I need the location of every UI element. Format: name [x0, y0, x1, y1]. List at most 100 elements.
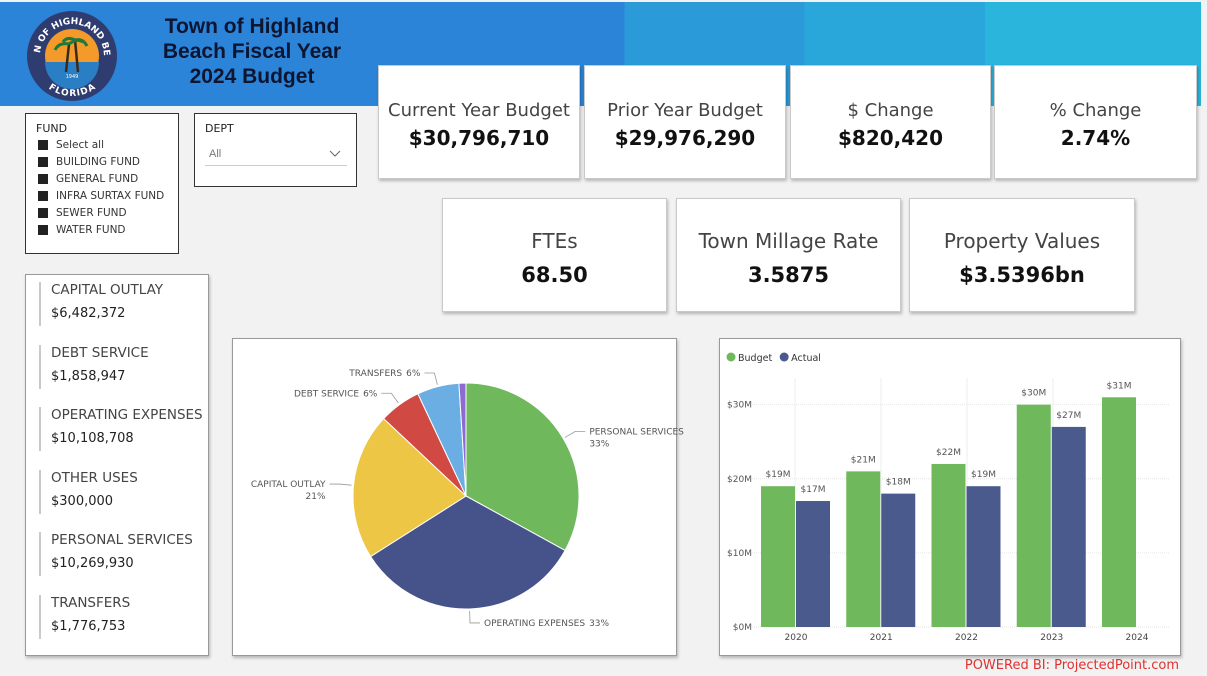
- checkbox[interactable]: [38, 191, 48, 201]
- pie-slice: [352, 417, 467, 558]
- pie-label-name: CAPITAL OUTLAY: [251, 480, 326, 490]
- kpi-card: FTEs 68.50: [442, 198, 667, 312]
- kpi-value: 68.50: [521, 263, 588, 287]
- leader-line: [564, 430, 586, 438]
- bar-label: $22M: [936, 448, 961, 458]
- title-line: Town of Highland: [164, 15, 340, 38]
- kpi-label: Town Millage Rate: [698, 229, 879, 253]
- bar-label: $30M: [1021, 389, 1046, 399]
- slicer-item-label: GENERAL FUND: [56, 173, 139, 185]
- kpi-card: Property Values $3.5396bn: [909, 198, 1135, 312]
- legend-marker: [726, 352, 736, 362]
- expense-amount: $10,269,930: [51, 556, 134, 572]
- pie-label-value: 6%: [406, 369, 421, 379]
- checkbox[interactable]: [38, 140, 48, 150]
- slicer-item-label: BUILDING FUND: [56, 156, 141, 168]
- pie-label-name: PERSONAL SERVICES: [589, 427, 684, 437]
- bar-label: $18M: [886, 478, 911, 488]
- bar: [1051, 426, 1086, 627]
- slicer-item-label: WATER FUND: [56, 224, 126, 236]
- dropdown-value: All: [209, 148, 222, 160]
- checkbox[interactable]: [38, 225, 48, 235]
- kpi-value: $29,976,290: [614, 126, 756, 150]
- x-tick-label: 2021: [870, 633, 893, 643]
- expense-amount: $1,776,753: [51, 619, 126, 634]
- pie-label: OPERATING EXPENSES 33%: [484, 619, 610, 629]
- footer: POWERed BI: ProjectedPoint.com: [964, 658, 1179, 673]
- pie-label-value: 21%: [306, 492, 326, 502]
- dropdown-arrow: [329, 150, 341, 157]
- checkbox[interactable]: [38, 157, 48, 167]
- kpi-card: % Change 2.74%: [994, 65, 1197, 179]
- pie-label: TRANSFERS 6%: [348, 369, 421, 379]
- dropdown[interactable]: All: [205, 142, 347, 166]
- slicer-item[interactable]: INFRA SURTAX FUND: [38, 190, 164, 202]
- pie-slice: [369, 495, 566, 610]
- x-tick-label: 2024: [1126, 633, 1149, 643]
- kpi-label: % Change: [1049, 100, 1142, 121]
- bar-label: $19M: [971, 470, 996, 480]
- kpi-value: $3.5396bn: [959, 263, 1085, 287]
- expense-item: OTHER USES $300,000: [39, 469, 138, 514]
- fund-slicer: FUND Select all BUILDING FUND GENERAL FUND…: [25, 113, 179, 254]
- slicer-item[interactable]: SEWER FUND: [38, 207, 127, 219]
- checkbox[interactable]: [38, 208, 48, 218]
- logo: TOWN OF HIGHLAND BEACH FLORIDA 1949: [26, 10, 117, 101]
- bar-label: $27M: [1056, 411, 1081, 421]
- pie-slice: [465, 382, 580, 552]
- logo-sea: [45, 62, 99, 89]
- slicer-item[interactable]: Select all: [38, 139, 104, 151]
- kpi-value: 2.74%: [1060, 126, 1131, 150]
- kpi-label: FTEs: [531, 229, 578, 253]
- expense-item: PERSONAL SERVICES $10,269,930: [39, 532, 193, 577]
- logo-year: 1949: [66, 74, 79, 80]
- kpi-label: $ Change: [847, 100, 934, 121]
- kpi-card: Town Millage Rate 3.5875: [676, 198, 901, 312]
- pie-label: CAPITAL OUTLAY 21%: [251, 480, 326, 502]
- expense-amount: $10,108,708: [51, 431, 134, 447]
- expense-list: CAPITAL OUTLAY $6,482,372 DEBT SERVICE $1,8…: [25, 274, 209, 656]
- bar: [796, 501, 830, 627]
- kpi-card: Current Year Budget $30,796,710: [378, 65, 580, 179]
- slicer-label: DEPT: [205, 122, 234, 135]
- bar-label: $31M: [1107, 381, 1132, 391]
- leader-line: [381, 392, 399, 404]
- expense-name: TRANSFERS: [51, 595, 131, 611]
- expense-item: CAPITAL OUTLAY $6,482,372: [39, 282, 163, 326]
- bar-label: $17M: [801, 485, 826, 495]
- expense-item: DEBT SERVICE $1,858,947: [39, 344, 149, 389]
- slicer-item[interactable]: BUILDING FUND: [38, 156, 140, 168]
- expense-item: OPERATING EXPENSES $10,108,708: [39, 407, 203, 452]
- pie-label-value: 33%: [589, 439, 609, 449]
- expense-name: OTHER USES: [51, 469, 138, 486]
- slicer-item[interactable]: GENERAL FUND: [38, 173, 138, 185]
- pie-label: PERSONAL SERVICES 33%: [589, 427, 684, 449]
- bar: [846, 471, 881, 627]
- kpi-value: 3.5875: [747, 263, 830, 287]
- expense-name: PERSONAL SERVICES: [51, 532, 193, 549]
- legend-marker: [779, 352, 789, 362]
- logo-fronds: [53, 36, 89, 51]
- slicer-item[interactable]: WATER FUND: [38, 224, 126, 236]
- slicer-item-label: Select all: [56, 139, 104, 151]
- legend-label: Actual: [791, 353, 821, 364]
- bar: [761, 486, 795, 627]
- pie-label-value: 6%: [363, 389, 378, 399]
- kpi-label: Property Values: [943, 229, 1101, 253]
- y-tick-label: $10M: [727, 549, 752, 559]
- bar: [966, 486, 1001, 627]
- checkbox[interactable]: [38, 174, 48, 184]
- bar: [1102, 397, 1136, 627]
- bar-label: $21M: [851, 455, 876, 465]
- bar-label: $19M: [766, 470, 791, 480]
- expense-amount: $6,482,372: [51, 306, 126, 321]
- slicer-label: FUND: [36, 122, 68, 135]
- kpi-label: Prior Year Budget: [607, 100, 763, 121]
- y-tick-label: $20M: [727, 475, 752, 485]
- y-tick-label: $30M: [727, 401, 752, 411]
- x-tick-label: 2020: [785, 633, 808, 643]
- expense-name: DEBT SERVICE: [51, 344, 149, 361]
